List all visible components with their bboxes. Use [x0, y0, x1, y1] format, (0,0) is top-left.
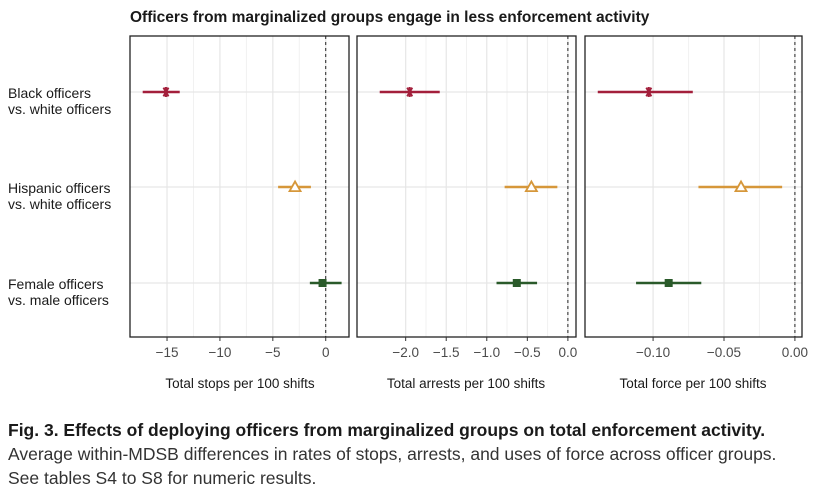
force-x-tick-label: −0.05 [707, 345, 741, 360]
stops-panel: −15 −10 −5 0 [129, 35, 350, 360]
stops-female-estimate-point [318, 279, 327, 287]
arrests-female-estimate-point [512, 279, 521, 287]
figure-caption: Fig. 3. Effects of deploying officers fr… [8, 418, 808, 490]
force-x-tick-label: 0.00 [782, 345, 808, 360]
force-x-axis-label: Total force per 100 shifts [619, 376, 766, 391]
caption-text: Average within-MDSB differences in rates… [8, 444, 777, 488]
arrests-x-tick-label: −1.5 [433, 345, 460, 360]
arrests-x-tick-label: 0.0 [558, 345, 577, 360]
force-female-estimate-point [664, 279, 673, 287]
arrests-x-tick-label: −0.5 [514, 345, 541, 360]
stops-panel-border [129, 35, 350, 338]
force-panel-border [584, 35, 803, 338]
row-label-female-line1: Female officers [8, 276, 103, 292]
stops-black-estimate-point [160, 87, 171, 97]
stops-hispanic-estimate-point [287, 179, 303, 193]
stops-x-tick-label: −10 [208, 345, 231, 360]
arrests-x-tick-label: −1.0 [473, 345, 500, 360]
caption-bold: Fig. 3. Effects of deploying officers fr… [8, 420, 766, 440]
arrests-x-tick-label: −2.0 [392, 345, 419, 360]
row-label-hispanic-line2: vs. white officers [8, 196, 111, 212]
force-black-estimate-point [643, 87, 654, 97]
stops-x-axis-label: Total stops per 100 shifts [165, 376, 315, 391]
force-x-tick-label: −0.10 [636, 345, 670, 360]
force-hispanic-estimate-point [733, 179, 749, 193]
stops-x-tick-label: −5 [265, 345, 280, 360]
arrests-x-axis-label: Total arrests per 100 shifts [387, 376, 546, 391]
arrests-hispanic-estimate-point [524, 179, 539, 193]
row-label-hispanic-line1: Hispanic officers [8, 180, 110, 196]
row-label-black-line1: Black officers [8, 85, 91, 101]
figure-title: Officers from marginalized groups engage… [130, 9, 650, 26]
row-label-female-line2: vs. male officers [8, 292, 109, 308]
stops-x-tick-label: −15 [156, 345, 179, 360]
force-panel: −0.10 −0.05 0.00 [584, 35, 808, 360]
arrests-black-estimate-point [404, 87, 415, 97]
figure-panel: Officers from marginalized groups engage… [8, 9, 808, 391]
stops-x-tick-label: 0 [322, 345, 330, 360]
row-label-black-line2: vs. white officers [8, 101, 111, 117]
row-labels: Black officers vs. white officers Hispan… [8, 85, 111, 308]
arrests-panel-border [356, 35, 577, 338]
arrests-panel: −2.0 −1.5 −1.0 −0.5 0.0 [356, 35, 577, 360]
